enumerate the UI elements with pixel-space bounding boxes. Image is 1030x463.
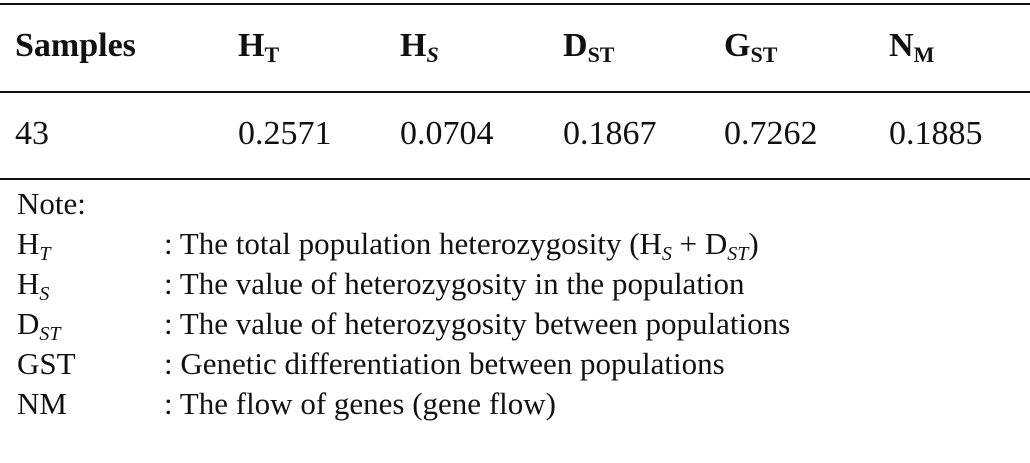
header-ht-main: H: [238, 27, 265, 64]
header-nm: NM: [889, 26, 934, 66]
note-desc-gst: : Genetic differentiation between popula…: [164, 346, 725, 381]
header-hs: HS: [400, 26, 439, 66]
note-term-gst: GST: [17, 346, 76, 381]
note-term-nm: NM: [17, 386, 67, 421]
note-desc-nm: : The flow of genes (gene flow): [164, 386, 556, 421]
header-ht-sub: T: [264, 42, 280, 67]
header-gst-main: G: [724, 27, 751, 64]
note-term-hs: HS: [17, 266, 50, 305]
header-dst: DST: [563, 26, 614, 66]
cell-gst: 0.7262: [724, 115, 818, 152]
note-item-ht: HT : The total population heterozygosity…: [0, 224, 1030, 264]
header-hs-sub: S: [426, 42, 439, 67]
header-gst: GST: [724, 26, 777, 66]
note-item-gst: GST : Genetic differentiation between po…: [0, 344, 1030, 384]
note-desc-dst: : The value of heterozygosity between po…: [164, 306, 791, 341]
note-term-ht: HT: [17, 226, 51, 265]
header-dst-sub: ST: [587, 42, 615, 67]
table-bottom-rule: [0, 178, 1030, 180]
header-nm-sub: M: [913, 42, 935, 67]
header-gst-sub: ST: [750, 42, 778, 67]
header-ht: HT: [238, 26, 279, 66]
note-item-nm: NM : The flow of genes (gene flow): [0, 384, 1030, 424]
table-header-rule: [0, 91, 1030, 93]
note-desc-ht: : The total population heterozygosity (H…: [164, 226, 759, 265]
note-item-dst: DST : The value of heterozygosity betwee…: [0, 304, 1030, 344]
note-item-hs: HS : The value of heterozygosity in the …: [0, 264, 1030, 304]
note-term-dst: DST: [17, 306, 61, 345]
cell-dst: 0.1867: [563, 115, 657, 152]
notes-title: Note:: [17, 186, 86, 221]
table-top-rule: [0, 3, 1030, 5]
cell-ht: 0.2571: [238, 115, 332, 152]
header-hs-main: H: [400, 27, 427, 64]
note-desc-hs: : The value of heterozygosity in the pop…: [164, 266, 745, 301]
header-samples: Samples: [15, 27, 136, 64]
cell-hs: 0.0704: [400, 115, 494, 152]
cell-nm: 0.1885: [889, 115, 983, 152]
header-dst-main: D: [563, 27, 588, 64]
header-nm-main: N: [889, 27, 914, 64]
cell-samples: 43: [15, 115, 49, 152]
